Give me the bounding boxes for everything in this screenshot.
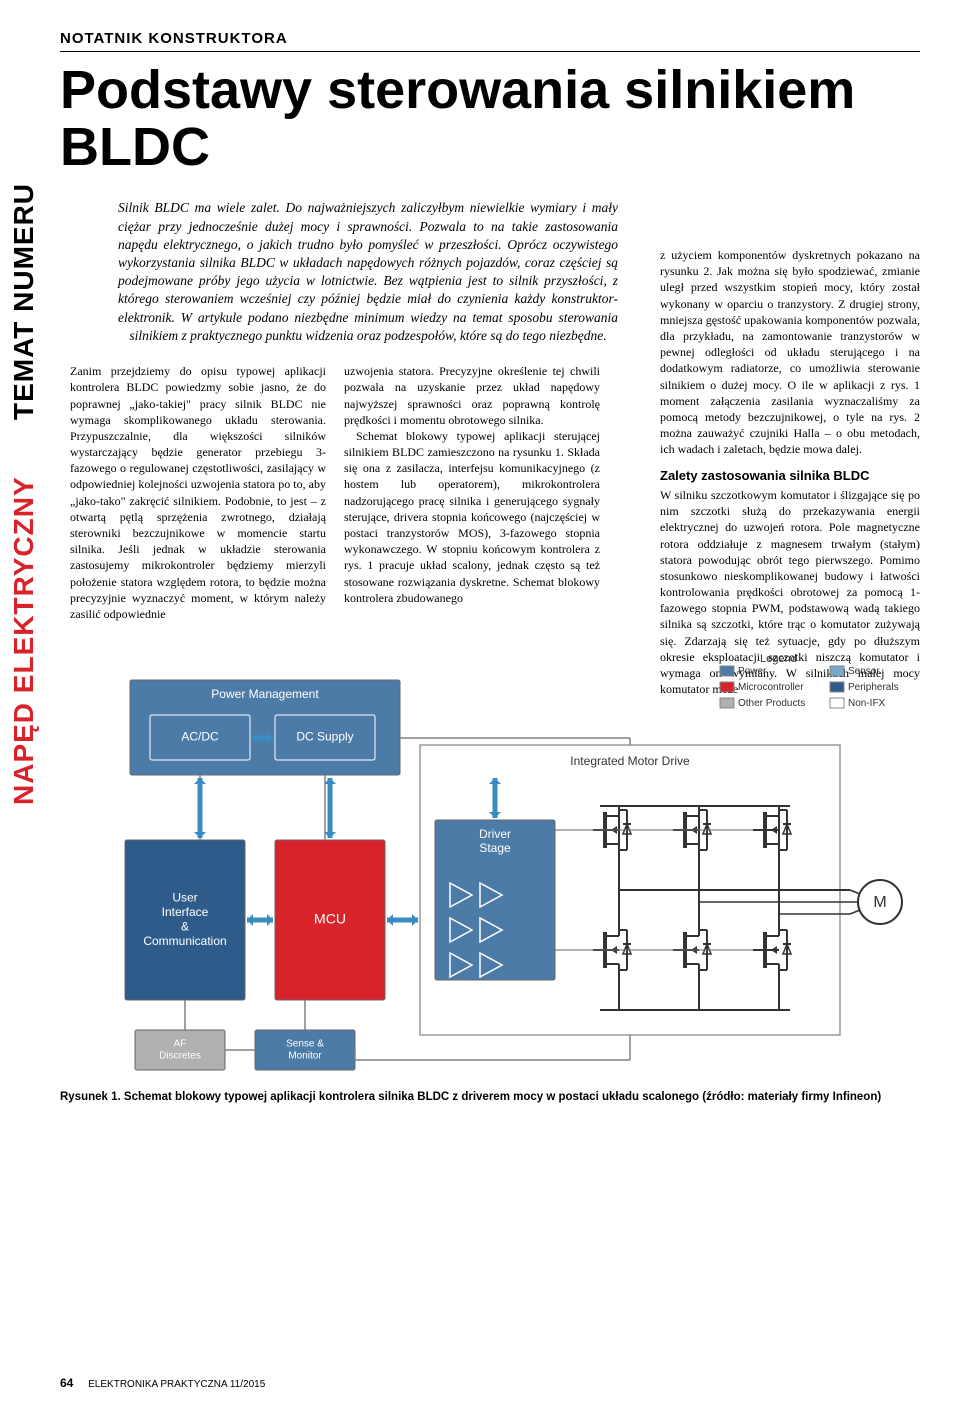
svg-text:DC Supply: DC Supply [296, 730, 353, 744]
body-column-2: uzwojenia statora. Precyzyjne określenie… [344, 363, 600, 622]
svg-text:Microcontroller: Microcontroller [738, 682, 804, 693]
svg-text:User: User [172, 891, 197, 905]
svg-text:Legend: Legend [760, 653, 797, 665]
svg-text:AC/DC: AC/DC [181, 730, 219, 744]
sidebar-theme-label: TEMAT NUMERU [8, 183, 40, 420]
svg-text:Monitor: Monitor [288, 1051, 322, 1062]
svg-text:Non-IFX: Non-IFX [848, 698, 886, 709]
body-column-1: Zanim przejdziemy do opisu typowej aplik… [70, 363, 326, 622]
svg-text:M: M [873, 894, 886, 911]
col3-heading: Zalety zastosowania silnika BLDC [660, 467, 920, 485]
svg-text:Integrated Motor Drive: Integrated Motor Drive [570, 754, 690, 768]
article-title: Podstawy sterowania silnikiem BLDC [60, 62, 920, 175]
sidebar-section-text: NAPĘD ELEKTRYCZNY [8, 476, 39, 805]
col2-para-a: uzwojenia statora. Precyzyjne określenie… [344, 364, 600, 427]
sidebar-section-label: NAPĘD ELEKTRYCZNY [8, 476, 40, 805]
col3-para-a: z użyciem komponentów dyskretnych pokaza… [660, 248, 920, 456]
svg-text:Sense &: Sense & [286, 1039, 324, 1050]
svg-text:MCU: MCU [314, 911, 346, 927]
svg-text:Power Management: Power Management [211, 687, 319, 701]
svg-text:Discretes: Discretes [159, 1051, 201, 1062]
svg-text:Stage: Stage [479, 841, 511, 855]
magazine-issue: ELEKTRONIKA PRAKTYCZNA 11/2015 [88, 1379, 265, 1390]
figure-caption: Rysunek 1. Schemat blokowy typowej aplik… [60, 1090, 920, 1106]
rubric-label: NOTATNIK KONSTRUKTORA [60, 30, 920, 52]
svg-text:Power: Power [738, 666, 767, 677]
svg-text:Driver: Driver [479, 827, 511, 841]
svg-text:&: & [181, 919, 189, 933]
svg-text:Interface: Interface [162, 905, 209, 919]
svg-text:Sensor: Sensor [848, 666, 880, 677]
svg-text:Communication: Communication [143, 934, 226, 948]
block-diagram: LegendPower Microcontroller Other Products… [60, 650, 910, 1080]
page-number: 64 [60, 1376, 73, 1390]
col2-para-b: Schemat blokowy typowej aplikacji steruj… [344, 428, 600, 606]
svg-text:Peripherals: Peripherals [848, 682, 899, 693]
lead-paragraph: Silnik BLDC ma wiele zalet. Do najważnie… [118, 199, 618, 345]
svg-text:Other Products: Other Products [738, 698, 805, 709]
body-column-3: z użyciem komponentów dyskretnych pokaza… [660, 247, 920, 697]
svg-text:AF: AF [174, 1039, 187, 1050]
page-footer: 64 ELEKTRONIKA PRAKTYCZNA 11/2015 [60, 1376, 265, 1390]
sidebar-theme-text: TEMAT NUMERU [8, 183, 39, 420]
